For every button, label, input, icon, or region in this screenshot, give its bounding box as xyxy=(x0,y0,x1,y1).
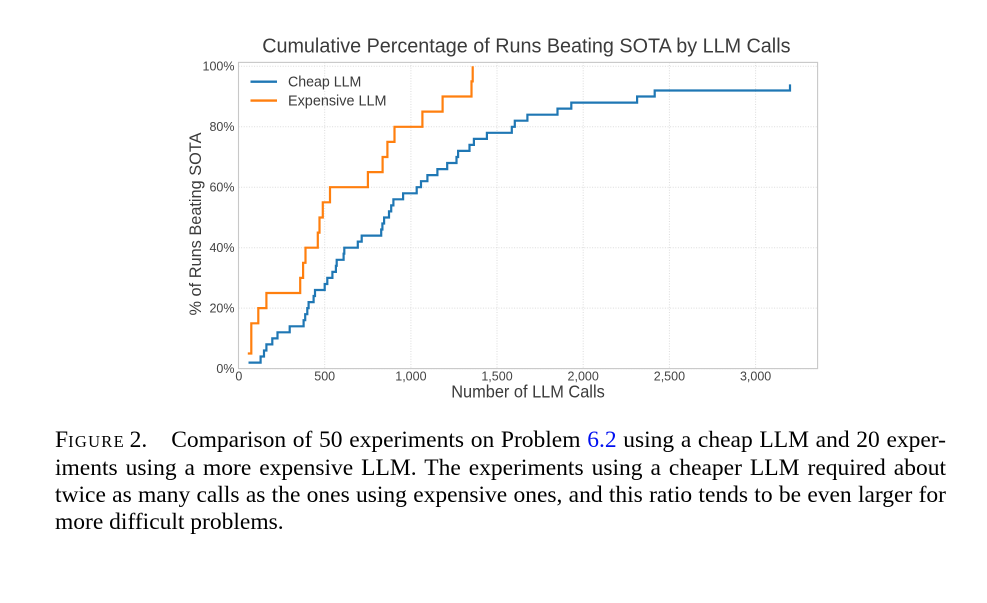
svg-text:100%: 100% xyxy=(203,60,235,74)
svg-text:1,500: 1,500 xyxy=(481,369,512,383)
svg-text:% of Runs Beating SOTA: % of Runs Beating SOTA xyxy=(186,132,205,316)
svg-text:Expensive LLM: Expensive LLM xyxy=(288,94,387,110)
svg-text:0%: 0% xyxy=(216,362,234,376)
svg-text:2,500: 2,500 xyxy=(654,369,685,383)
svg-text:80%: 80% xyxy=(209,120,234,134)
svg-text:60%: 60% xyxy=(209,181,234,195)
svg-text:3,000: 3,000 xyxy=(740,369,771,383)
svg-text:2,000: 2,000 xyxy=(568,369,599,383)
svg-text:Cumulative Percentage of Runs: Cumulative Percentage of Runs Beating SO… xyxy=(262,36,790,58)
svg-text:40%: 40% xyxy=(209,241,234,255)
svg-text:1,000: 1,000 xyxy=(395,369,426,383)
svg-text:20%: 20% xyxy=(209,302,234,316)
svg-text:Number of LLM Calls: Number of LLM Calls xyxy=(451,382,605,402)
svg-text:Cheap LLM: Cheap LLM xyxy=(288,75,361,91)
svg-text:0: 0 xyxy=(235,369,242,383)
svg-text:500: 500 xyxy=(314,369,335,383)
